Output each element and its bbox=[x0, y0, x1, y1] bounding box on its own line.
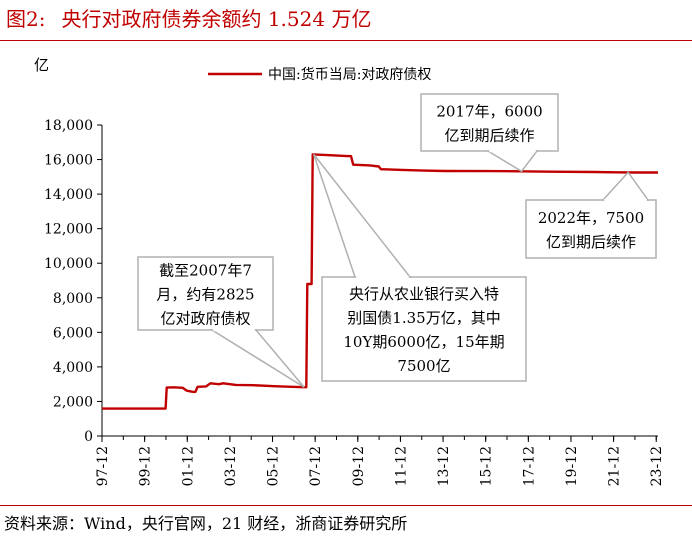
x-tick-label: 03-12 bbox=[223, 446, 239, 486]
callout-pointer bbox=[601, 171, 650, 201]
x-tick-label: 11-12 bbox=[393, 446, 409, 486]
callout-box bbox=[420, 93, 559, 152]
y-tick-label: 6,000 bbox=[53, 325, 93, 341]
x-tick-label: 97-12 bbox=[95, 446, 111, 486]
x-tick-label: 07-12 bbox=[308, 446, 324, 486]
callout-text: 10Y期6000亿，15年期 bbox=[343, 333, 504, 351]
y-tick-label: 12,000 bbox=[44, 222, 93, 238]
y-tick-label: 10,000 bbox=[44, 256, 93, 272]
axes: 亿 0 2,000 4,000 6,000 8,000 10,000 12,000 14,000… bbox=[34, 56, 665, 486]
plot-area bbox=[102, 153, 658, 410]
callout-pointer bbox=[209, 329, 305, 388]
callout-box bbox=[321, 276, 527, 382]
y-axis-label: 亿 bbox=[34, 56, 49, 74]
source-note: 资料来源：Wind，央行官网，21 财经，浙商证券研究所 bbox=[4, 514, 408, 533]
x-tick-label: 13-12 bbox=[436, 446, 452, 486]
legend-label: 中国:货币当局:对政府债权 bbox=[268, 66, 431, 83]
x-tick-label: 05-12 bbox=[266, 446, 282, 486]
callout-text: 亿对政府债权 bbox=[160, 310, 250, 328]
callout-text: 2022年，7500 bbox=[538, 209, 644, 227]
figure-label: 图2: bbox=[6, 7, 46, 31]
series-line bbox=[102, 153, 658, 410]
x-tick-label: 01-12 bbox=[180, 446, 196, 486]
figure-title-text: 央行对政府债券余额约 1.524 万亿 bbox=[61, 7, 372, 31]
y-tick-label: 14,000 bbox=[44, 187, 93, 203]
callout-text: 亿到期后续作 bbox=[546, 233, 636, 251]
legend: 中国:货币当局:对政府债权 bbox=[208, 66, 431, 83]
x-tick-label: 17-12 bbox=[521, 446, 537, 486]
callout-box bbox=[525, 199, 657, 259]
x-tick-label: 23-12 bbox=[649, 446, 665, 486]
y-tick-label: 2,000 bbox=[53, 394, 93, 410]
y-tick-label: 16,000 bbox=[44, 153, 93, 169]
x-tick-label: 21-12 bbox=[607, 446, 623, 486]
y-tick-label: 4,000 bbox=[53, 360, 93, 376]
figure-title: 图2: 央行对政府债券余额约 1.524 万亿 bbox=[6, 6, 371, 32]
x-tick-label: 15-12 bbox=[479, 446, 495, 486]
callout-box bbox=[137, 256, 274, 331]
bottom-rule bbox=[0, 505, 692, 506]
callout-text: 7500亿 bbox=[397, 357, 450, 375]
callout-text: 亿到期后续作 bbox=[444, 127, 534, 145]
callout-text: 月，约有2825 bbox=[156, 286, 254, 304]
callout-text: 别国债1.35万亿，其中 bbox=[347, 309, 500, 327]
annotations: 截至2007年7 月，约有2825 亿对政府债权 央行从农业银行买入特别国债1.35万… bbox=[137, 93, 657, 388]
callout-text: 央行从农业银行买入特 bbox=[349, 285, 499, 303]
callout-text: 2017年，6000 bbox=[436, 103, 542, 121]
x-tick-label: 19-12 bbox=[564, 446, 580, 486]
callout-text: 截至2007年7 bbox=[159, 262, 252, 280]
title-rule bbox=[0, 40, 692, 41]
x-tick-label: 99-12 bbox=[138, 446, 154, 486]
y-tick-label: 0 bbox=[84, 429, 93, 445]
y-tick-label: 18,000 bbox=[44, 118, 93, 134]
callout-pointer bbox=[485, 150, 539, 173]
x-tick-label: 09-12 bbox=[351, 446, 367, 486]
y-tick-label: 8,000 bbox=[53, 291, 93, 307]
callout-pointer bbox=[313, 153, 412, 278]
